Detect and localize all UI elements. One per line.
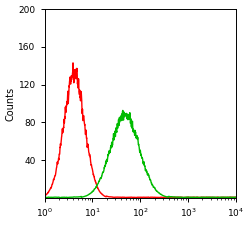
Y-axis label: Counts: Counts [6,86,16,121]
